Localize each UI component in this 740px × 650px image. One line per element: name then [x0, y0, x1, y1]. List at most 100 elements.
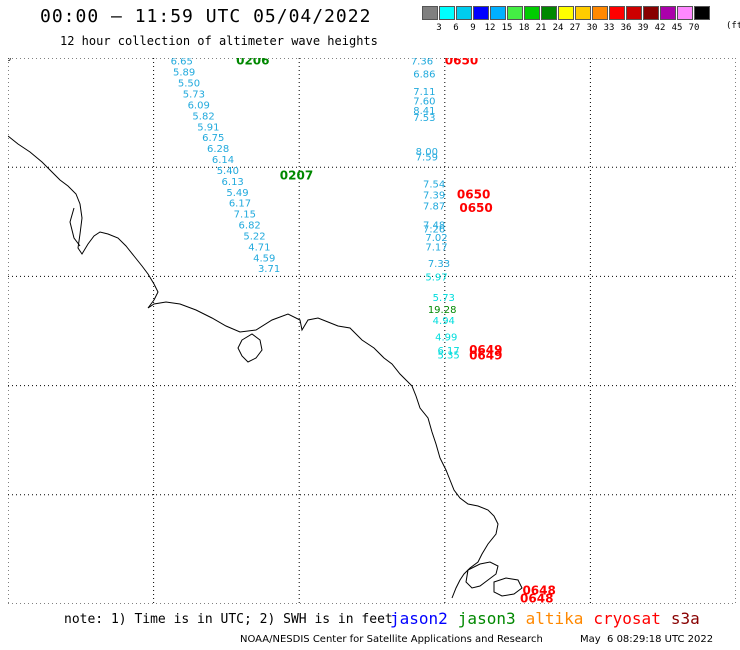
satellite-legend-item: cryosat — [593, 609, 661, 628]
color-scale-unit: (ft) — [726, 21, 740, 31]
scale-label: 39 — [637, 23, 649, 33]
pass-time-label: 0649 — [469, 343, 502, 357]
scale-swatch — [643, 6, 659, 20]
pass-time-label: 0648 — [520, 592, 553, 604]
swh-value: 5.73 — [183, 89, 205, 100]
scale-label: 9 — [470, 23, 476, 33]
scale-label: 21 — [535, 23, 547, 33]
generated-time: May 6 08:29:18 UTC 2022 — [580, 634, 714, 645]
swh-value: 7.39 — [423, 191, 445, 202]
track-b-observations: 7.366.86 7.117.608.417.53 8.007.59 7.547.39… — [411, 58, 556, 604]
scale-label: 3 — [436, 23, 442, 33]
scale-label: 45 — [671, 23, 683, 33]
swh-value: 7.54 — [423, 180, 445, 191]
satellite-legend-item: altika — [525, 609, 584, 628]
scale-swatch — [660, 6, 676, 20]
swh-value: 5.91 — [197, 122, 219, 133]
swh-value: 6.09 — [188, 100, 210, 111]
pass-time-label: 0649 — [469, 349, 502, 363]
page-title: 00:00 – 11:59 UTC 05/04/2022 — [40, 6, 372, 27]
swh-value: 6.86 — [413, 69, 435, 80]
scale-label: 18 — [518, 23, 530, 33]
scale-swatch — [575, 6, 591, 20]
pass-time-label: 0650 — [445, 58, 478, 68]
scale-swatch — [507, 6, 523, 20]
scale-swatch — [626, 6, 642, 20]
swh-value: 7.26 — [423, 224, 445, 235]
swh-value: 7.11 — [413, 87, 435, 98]
swh-value: 4.71 — [248, 242, 270, 253]
track-a-observations: 6.655.895.505.736.095.825.916.756.286.14… — [171, 58, 314, 275]
scale-swatch — [677, 6, 693, 20]
swh-value: 7.53 — [413, 113, 435, 124]
scale-swatch — [558, 6, 574, 20]
scale-swatch — [592, 6, 608, 20]
satellite-legend-item: s3a — [670, 609, 700, 628]
scale-label: 12 — [484, 23, 496, 33]
page-subtitle: 12 hour collection of altimeter wave hei… — [60, 34, 378, 48]
swh-value: 6.14 — [212, 155, 234, 166]
wave-height-map: 0246810-60-57-54-51-48-45 6.655.895.505.… — [8, 58, 736, 604]
swh-value: 5.82 — [192, 111, 214, 122]
scale-label: 33 — [603, 23, 615, 33]
scale-swatch — [422, 6, 438, 20]
swh-value: 7.33 — [428, 259, 450, 270]
swh-value: 7.17 — [425, 242, 447, 253]
swh-value: 7.48 — [423, 221, 445, 232]
swh-value: 7.36 — [411, 58, 433, 68]
footer-note: note: 1) Time is in UTC; 2) SWH is in fe… — [64, 612, 393, 627]
swh-value: 5.40 — [217, 166, 239, 177]
scale-swatch — [609, 6, 625, 20]
scale-swatch — [439, 6, 455, 20]
scale-swatch — [473, 6, 489, 20]
y-tick-label: 10 — [8, 58, 11, 63]
swh-value: 6.65 — [171, 58, 193, 68]
swh-value: 6.28 — [207, 144, 229, 155]
swh-value: 5.35 — [438, 350, 460, 361]
scale-label: 36 — [620, 23, 632, 33]
swh-value: 5.89 — [173, 68, 195, 79]
swh-value: 7.87 — [423, 201, 445, 212]
swh-value: 6.13 — [222, 177, 244, 188]
scale-label: 24 — [552, 23, 564, 33]
swh-value: 6.75 — [202, 133, 224, 144]
swh-value: 4.59 — [253, 253, 275, 264]
coastline — [8, 135, 523, 599]
scale-swatch — [694, 6, 710, 20]
scale-label: 15 — [501, 23, 513, 33]
swh-value: 5.22 — [243, 231, 265, 242]
swh-value: 5.97 — [425, 272, 447, 283]
scale-swatch — [524, 6, 540, 20]
scale-swatch — [490, 6, 506, 20]
swh-value: 7.60 — [413, 97, 435, 108]
satellite-legend-item: jason2 — [390, 609, 448, 628]
swh-value: 5.49 — [226, 188, 248, 199]
coastline-delta-island-1 — [465, 561, 499, 589]
scale-label: 30 — [586, 23, 598, 33]
coastline-inlet — [69, 207, 81, 247]
grid-lines — [8, 58, 736, 604]
swh-value: 5.50 — [178, 79, 200, 90]
swh-value: 6.17 — [229, 199, 251, 210]
pass-time-label: 0207 — [280, 168, 313, 182]
scale-label: 42 — [654, 23, 666, 33]
coastline-delta-island-2 — [493, 577, 523, 597]
swh-value: 19.28 — [428, 305, 457, 316]
island-lake — [237, 333, 263, 363]
swh-value: 3.71 — [258, 264, 280, 275]
satellite-legend: jason2 jason3 altika cryosat s3a — [390, 609, 710, 628]
scale-label: 27 — [569, 23, 581, 33]
swh-value: 8.41 — [413, 106, 435, 117]
scale-swatch — [456, 6, 472, 20]
pass-time-label: 0650 — [457, 188, 490, 202]
scale-label: 70 — [688, 23, 700, 33]
satellite-legend-item: jason3 — [457, 609, 516, 628]
coastline-south-america — [8, 135, 499, 599]
pass-time-label: 0648 — [522, 583, 555, 597]
swh-value: 6.82 — [239, 221, 261, 232]
swh-value: 6.17 — [438, 346, 460, 357]
pass-time-label: 0650 — [459, 201, 492, 215]
swh-value: 5.73 — [433, 293, 455, 304]
credit-text: NOAA/NESDIS Center for Satellite Applica… — [240, 634, 543, 645]
swh-value: 7.02 — [425, 233, 447, 244]
